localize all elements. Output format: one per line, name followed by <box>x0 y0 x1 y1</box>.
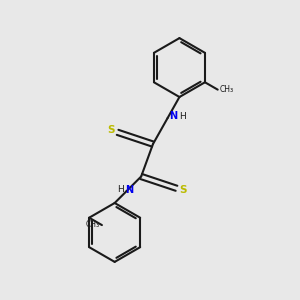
Text: N: N <box>169 111 177 121</box>
Text: N: N <box>125 184 134 195</box>
Text: H: H <box>117 185 124 194</box>
Text: CH₃: CH₃ <box>86 220 100 229</box>
Text: H: H <box>179 112 186 121</box>
Text: S: S <box>107 125 115 135</box>
Text: S: S <box>179 185 187 195</box>
Text: CH₃: CH₃ <box>220 85 234 94</box>
